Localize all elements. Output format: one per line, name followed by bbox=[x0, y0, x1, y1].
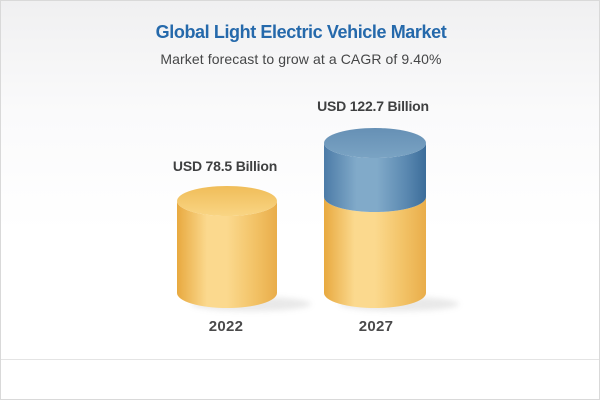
bar-2022-cylinder-body bbox=[177, 201, 277, 308]
bar-value-label-2027: USD 122.7 Billion bbox=[317, 98, 429, 114]
bar-2027-blue-segment bbox=[324, 143, 426, 212]
bar-2027-cylinder-top bbox=[324, 128, 426, 158]
x-axis-label-2027: 2027 bbox=[358, 318, 394, 335]
chart-title: Global Light Electric Vehicle Market bbox=[155, 22, 447, 42]
bar-2022-cylinder-top bbox=[177, 186, 277, 216]
bar-value-label-2022: USD 78.5 Billion bbox=[172, 158, 278, 174]
chart-subtitle: Market forecast to grow at a CAGR of 9.4… bbox=[160, 51, 442, 67]
bar-2027-yellow-segment bbox=[324, 197, 426, 308]
footer-bar: https://www.researchandmarkets.com/repor… bbox=[1, 359, 599, 399]
x-axis-label-2022: 2022 bbox=[208, 318, 244, 335]
